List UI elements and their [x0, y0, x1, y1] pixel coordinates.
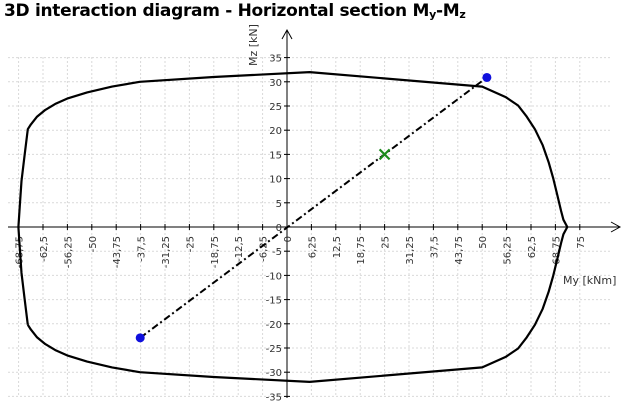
x-tick-label: 75 — [576, 236, 587, 249]
y-tick-label: -30 — [266, 368, 282, 379]
x-tick-label: -43,75 — [112, 236, 123, 268]
x-tick-label: 37,5 — [429, 236, 440, 258]
x-tick-label: 12,5 — [332, 236, 343, 258]
title-sub-z: z — [459, 8, 466, 21]
title-main: 3D interaction diagram - Horizontal sect… — [4, 1, 430, 21]
chart-title: 3D interaction diagram - Horizontal sect… — [4, 1, 466, 21]
axes — [8, 28, 622, 398]
title-sep: -M — [435, 1, 460, 21]
cross-marker — [378, 148, 391, 161]
title-sub-y: y — [429, 8, 436, 21]
y-tick-label: 35 — [269, 54, 282, 65]
interaction-curve — [17, 70, 569, 383]
y-tick-label: 5 — [276, 199, 282, 210]
y-tick-label: -15 — [266, 296, 282, 307]
x-tick-label: 62,5 — [527, 236, 538, 258]
x-tick-label: -50 — [88, 236, 99, 252]
x-tick-label: -31,25 — [161, 236, 172, 268]
y-tick-label: -20 — [266, 320, 282, 331]
x-tick-label: -12,5 — [234, 236, 245, 262]
x-tick-label: 18,75 — [356, 236, 367, 265]
y-tick-label: -25 — [266, 344, 282, 355]
x-tick-label: 43,75 — [454, 236, 465, 265]
x-tick-label: 31,25 — [405, 236, 416, 265]
x-tick-label: -56,25 — [63, 236, 74, 268]
load-line — [139, 76, 488, 339]
y-axis-arrow — [281, 28, 293, 40]
x-axis-label: My [kNm] — [563, 274, 616, 287]
point-marker — [482, 72, 492, 82]
x-tick-label: -6,25 — [259, 236, 270, 262]
x-tick-label: 0 — [283, 236, 294, 242]
x-tick-label: 68,75 — [551, 236, 562, 265]
y-tick-label: -35 — [266, 392, 282, 402]
x-tick-label: 25 — [381, 236, 392, 249]
x-tick-label: -25 — [185, 236, 196, 252]
y-tick-label: -10 — [266, 271, 282, 282]
point-marker — [135, 333, 145, 343]
x-tick-label: 6,25 — [307, 236, 318, 258]
y-tick-label: -5 — [272, 247, 282, 258]
x-axis-arrow — [610, 221, 622, 233]
x-tick-label: 50 — [478, 236, 489, 249]
y-tick-label: 10 — [269, 175, 282, 186]
x-tick-label: -37,5 — [137, 236, 148, 262]
cross-stroke — [378, 148, 391, 161]
y-tick-label: 0 — [276, 223, 282, 234]
x-tick-label: -62,5 — [39, 236, 50, 262]
y-tick-label: 25 — [269, 102, 282, 113]
y-tick-label: 15 — [269, 150, 282, 161]
plot-area — [17, 70, 569, 383]
y-tick-label: 30 — [269, 78, 282, 89]
y-axis-label: Mz [kN] — [247, 24, 260, 66]
x-tick-label: -18,75 — [210, 236, 221, 268]
x-tick-label: 56,25 — [503, 236, 514, 265]
y-tick-label: 20 — [269, 126, 282, 137]
